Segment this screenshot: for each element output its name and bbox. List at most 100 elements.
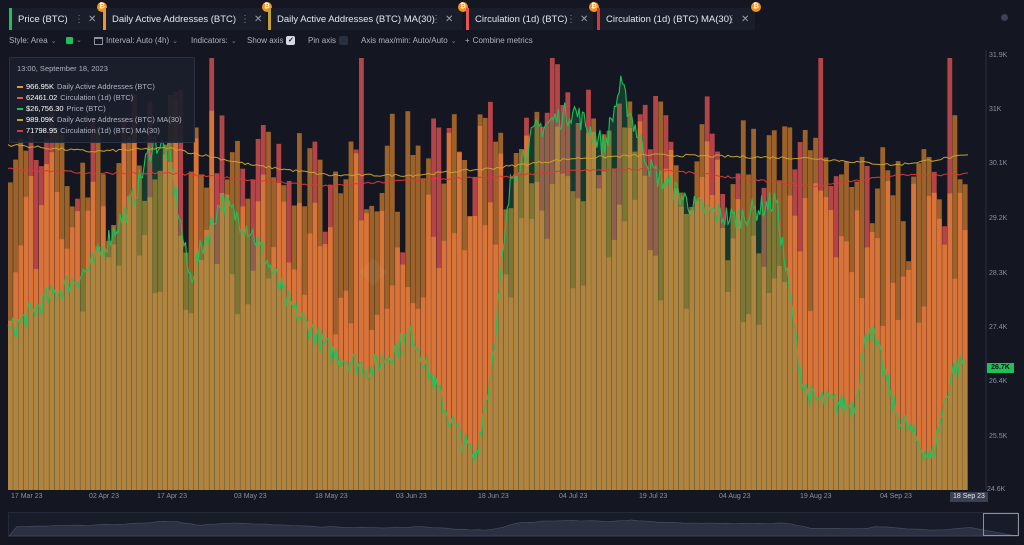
daily-active-addresses-bar (622, 127, 627, 490)
daily-active-addresses-bar (379, 193, 385, 490)
axis-minmax-select[interactable]: Axis max/min: Auto/Auto ⌄ (361, 36, 457, 45)
tab-label: Price (BTC) (18, 13, 68, 25)
daily-active-addresses-bar (188, 171, 194, 490)
daily-active-addresses-bar (813, 137, 818, 491)
tab-daily-active-addresses-ma30[interactable]: Daily Active Addresses (BTC) MA(30) ⋮ ✕ … (268, 2, 468, 30)
daily-active-addresses-bar (653, 255, 658, 490)
daily-active-addresses-bar (353, 153, 359, 491)
daily-active-addresses-bar (709, 195, 715, 490)
daily-active-addresses-bar (818, 190, 824, 490)
daily-active-addresses-bar (854, 181, 860, 490)
tooltip-value: 989.09K (26, 115, 54, 124)
daily-active-addresses-bar (199, 174, 204, 490)
daily-active-addresses-bar (766, 135, 772, 490)
series-marker-icon (17, 129, 23, 132)
daily-active-addresses-bar (281, 185, 287, 490)
daily-active-addresses-bar (679, 192, 684, 490)
close-icon[interactable]: ✕ (254, 13, 263, 25)
navigator-handle[interactable] (983, 513, 1019, 536)
crosshair-tooltip: 13:00, September 18, 2023 966.95K Daily … (9, 57, 195, 143)
daily-active-addresses-bar (570, 191, 576, 490)
daily-active-addresses-bar (389, 113, 395, 491)
tooltip-value: $26,756.30 (26, 104, 64, 113)
close-icon[interactable]: ✕ (580, 13, 589, 25)
daily-active-addresses-ma-line (7, 143, 969, 178)
color-swatch-icon (66, 36, 73, 44)
daily-active-addresses-bar (400, 264, 406, 490)
checkbox-checked-icon[interactable]: ✓ (286, 36, 296, 45)
color-select[interactable]: ⌄ (66, 36, 82, 44)
tooltip-row: 62461.02 Circulation (1d) (BTC) (17, 93, 133, 102)
plus-icon: + (465, 36, 470, 45)
checkbox-unchecked-icon[interactable]: ✓ (339, 36, 349, 45)
price-line (7, 75, 967, 463)
daily-active-addresses-bar (937, 199, 942, 491)
tooltip-series-name: Circulation (1d) (BTC) (60, 93, 134, 102)
daily-active-addresses-bar (338, 193, 344, 491)
daily-active-addresses-bar (111, 225, 116, 490)
daily-active-addresses-bar (498, 132, 504, 491)
daily-active-addresses-bar (839, 174, 844, 490)
tooltip-value: 966.95K (26, 82, 54, 91)
style-select[interactable]: Style: Area ⌄ (9, 36, 57, 45)
tooltip-value: 71798.95 (26, 126, 58, 135)
bitcoin-icon: ₿ (751, 2, 761, 12)
close-icon[interactable]: ✕ (741, 13, 750, 25)
daily-active-addresses-bar (75, 211, 80, 490)
daily-active-addresses-bar (689, 206, 695, 490)
indicators-select[interactable]: Indicators: ⌄ (191, 36, 237, 45)
more-icon[interactable]: ⋮ (566, 13, 576, 25)
daily-active-addresses-bar (85, 197, 91, 490)
x-tick-label: 17 Mar 23 (11, 493, 43, 500)
daily-active-addresses-bar (369, 205, 375, 490)
calendar-icon (94, 36, 103, 45)
more-icon[interactable]: ⋮ (240, 13, 250, 25)
show-axis-toggle[interactable]: Show axis ✓ (247, 36, 296, 45)
daily-active-addresses-bar (952, 115, 958, 490)
tooltip-value: 62461.02 (26, 93, 58, 102)
close-icon[interactable]: ✕ (445, 13, 454, 25)
tab-daily-active-addresses[interactable]: Daily Active Addresses (BTC) ⋮ ✕ ₿ (103, 2, 272, 30)
daily-active-addresses-bar (658, 101, 664, 490)
settings-dot-icon[interactable] (1001, 14, 1008, 21)
daily-active-addresses-bar (704, 141, 710, 490)
daily-active-addresses-bar (673, 165, 679, 491)
chart-canvas[interactable] (0, 50, 1024, 545)
daily-active-addresses-bar (565, 176, 571, 490)
daily-active-addresses-bar (637, 121, 643, 491)
tab-circulation-ma30[interactable]: Circulation (1d) (BTC) MA(30) ⋮ ✕ ₿ (597, 2, 761, 30)
daily-active-addresses-bar (255, 201, 261, 491)
more-icon[interactable]: ⋮ (431, 13, 441, 25)
daily-active-addresses-bar (503, 209, 509, 490)
combine-metrics-button[interactable]: + Combine metrics (465, 36, 533, 45)
daily-active-addresses-bar (864, 247, 870, 490)
close-icon[interactable]: ✕ (88, 13, 97, 25)
daily-active-addresses-bar (586, 133, 591, 490)
more-icon[interactable]: ⋮ (727, 13, 737, 25)
more-icon[interactable]: ⋮ (74, 13, 84, 25)
daily-active-addresses-bar (699, 124, 705, 490)
interval-select[interactable]: Interval: Auto (4h) ⌄ (94, 36, 178, 45)
pin-axis-toggle[interactable]: Pin axis ✓ (308, 36, 349, 45)
daily-active-addresses-bar (214, 264, 220, 490)
daily-active-addresses-bar (833, 257, 839, 490)
daily-active-addresses-bar (364, 209, 369, 491)
daily-active-addresses-bar (302, 206, 307, 491)
range-navigator[interactable] (8, 512, 1019, 537)
daily-active-addresses-bar (895, 161, 901, 490)
daily-active-addresses-bar (204, 187, 209, 490)
daily-active-addresses-bar (224, 179, 230, 490)
x-tick-label: 04 Aug 23 (719, 493, 751, 500)
daily-active-addresses-bar (513, 153, 519, 490)
x-tick-label: 03 May 23 (234, 493, 267, 500)
daily-active-addresses-bar (250, 270, 256, 490)
tab-price[interactable]: Price (BTC) ⋮ ✕ ₿ (9, 2, 107, 30)
daily-active-addresses-bar (297, 133, 302, 490)
series-marker-icon (17, 107, 23, 110)
daily-active-addresses-bar (116, 163, 122, 490)
daily-active-addresses-bar (606, 130, 612, 490)
tab-circulation[interactable]: Circulation (1d) (BTC) ⋮ ✕ ₿ (466, 2, 599, 30)
daily-active-addresses-bar (869, 223, 875, 490)
daily-active-addresses-bar (555, 126, 560, 490)
y-tick-label: 30.1K (989, 160, 1008, 167)
